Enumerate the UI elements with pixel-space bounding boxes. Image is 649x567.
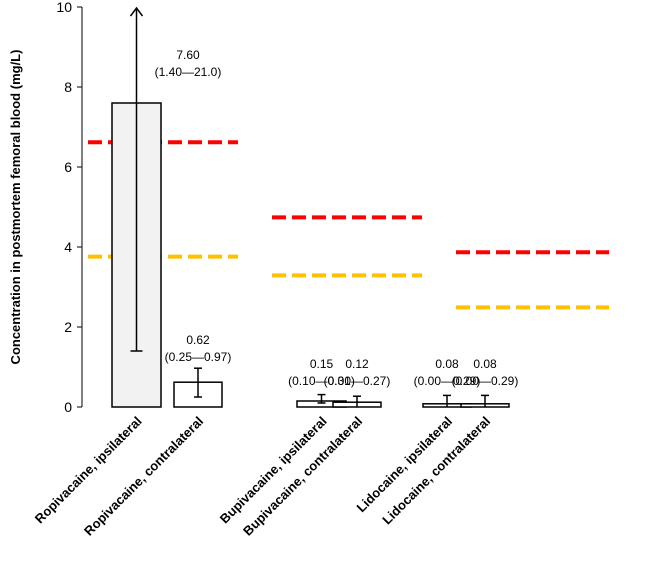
- range-label: (1.40—21.0): [155, 65, 222, 79]
- value-label: 7.60: [176, 48, 200, 62]
- range-label: (0.10—0.31): [288, 374, 355, 388]
- data-labels: 7.60 (1.40—21.0) 0.62 (0.25—0.97) 0.15 (0.10—…: [155, 48, 519, 388]
- range-label: (0.00—0.29): [452, 374, 519, 388]
- range-label: (0.00—0.29): [414, 374, 481, 388]
- category-label: Ropivacaine, contralateral: [81, 414, 206, 539]
- y-ticks: 0 2 4 6 8 10: [56, 0, 82, 415]
- y-tick-label: 10: [56, 0, 72, 15]
- y-tick-label: 2: [64, 319, 72, 335]
- range-label: (0.25—0.97): [165, 350, 232, 364]
- y-tick-label: 6: [64, 159, 72, 175]
- value-label: 0.08: [435, 357, 459, 371]
- error-bar-arrow: [129, 6, 144, 17]
- y-axis-label: Concentration in postmortem femoral bloo…: [8, 50, 23, 365]
- value-label: 0.15: [310, 357, 334, 371]
- category-label: Ropivacaine, ipsilateral: [32, 414, 145, 527]
- y-tick-label: 0: [64, 399, 72, 415]
- error-bars: [129, 6, 489, 407]
- y-tick-label: 4: [64, 239, 72, 255]
- range-label: (0.00—0.27): [324, 374, 391, 388]
- value-label: 0.62: [186, 333, 210, 347]
- value-label: 0.12: [345, 357, 369, 371]
- y-tick-label: 8: [64, 79, 72, 95]
- reference-lines: [88, 140, 609, 310]
- value-label: 0.08: [473, 357, 497, 371]
